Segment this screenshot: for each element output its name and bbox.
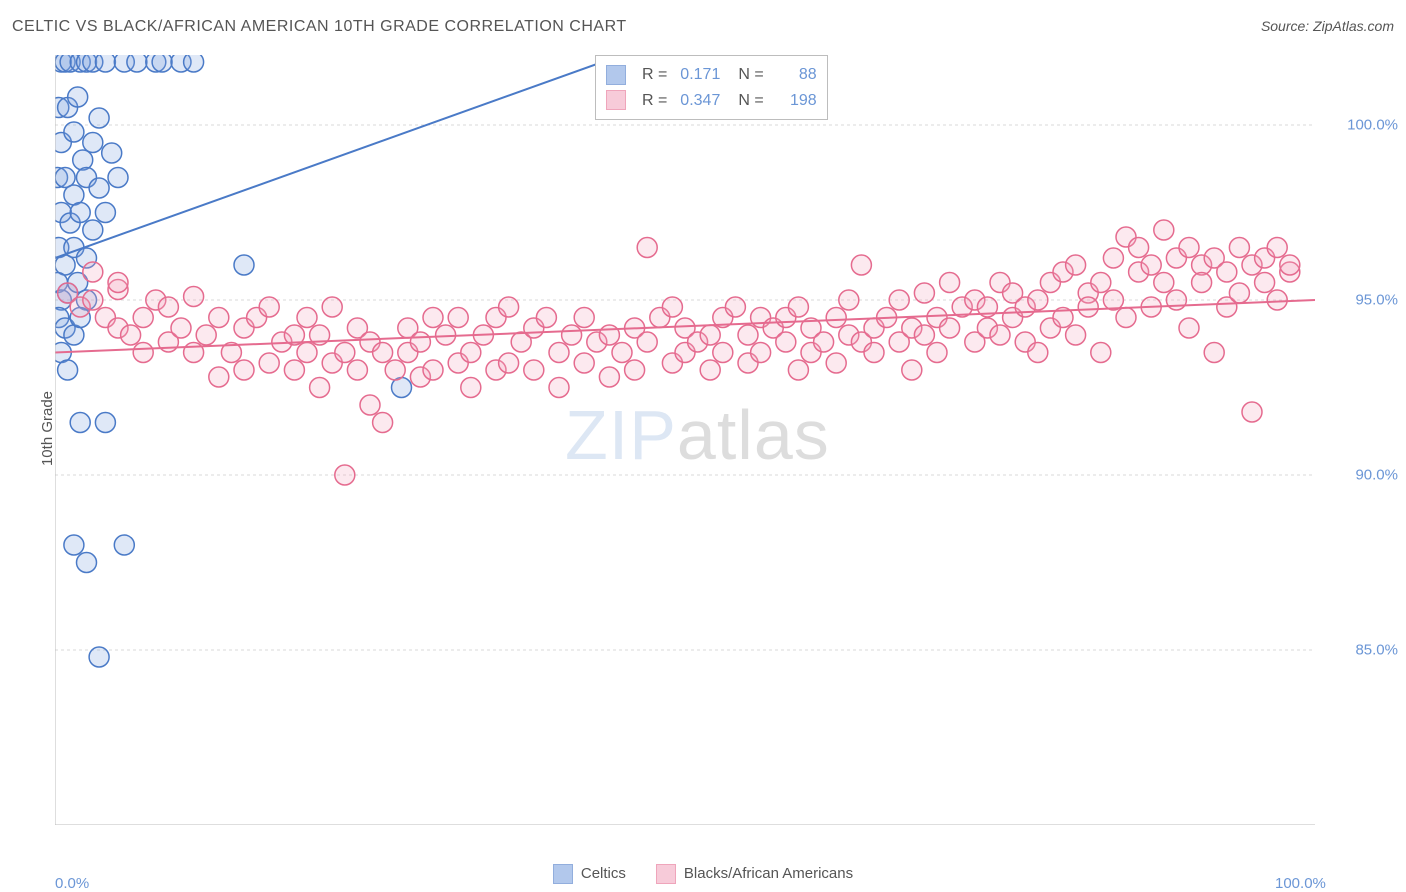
chart-title: CELTIC VS BLACK/AFRICAN AMERICAN 10TH GR… xyxy=(12,18,627,36)
stats-r-label: R = xyxy=(642,62,667,88)
legend-swatch xyxy=(656,864,676,884)
stats-row: R = 0.347 N = 198 xyxy=(606,88,817,114)
legend-swatch xyxy=(553,864,573,884)
legend-label: Celtics xyxy=(581,865,626,882)
legend-item: Celtics xyxy=(553,864,626,884)
stats-n-label: N = xyxy=(738,62,763,88)
stats-row: R = 0.171 N = 88 xyxy=(606,62,817,88)
stats-r-value: 0.171 xyxy=(675,62,720,88)
legend-label: Blacks/African Americans xyxy=(684,865,853,882)
source-attribution: Source: ZipAtlas.com xyxy=(1261,18,1394,34)
stats-n-label: N = xyxy=(738,88,763,114)
stats-r-value: 0.347 xyxy=(675,88,720,114)
scatter-chart-svg xyxy=(55,55,1315,825)
y-tick-label: 90.0% xyxy=(1355,467,1398,484)
stats-n-value: 198 xyxy=(772,88,817,114)
chart-container: CELTIC VS BLACK/AFRICAN AMERICAN 10TH GR… xyxy=(0,0,1406,892)
bottom-legend: Celtics Blacks/African Americans xyxy=(0,864,1406,884)
legend-item: Blacks/African Americans xyxy=(656,864,853,884)
y-tick-label: 85.0% xyxy=(1355,642,1398,659)
stats-legend-box: R = 0.171 N = 88 R = 0.347 N = 198 xyxy=(595,55,828,120)
stats-swatch xyxy=(606,90,626,110)
stats-r-label: R = xyxy=(642,88,667,114)
plot-area: ZIPatlas R =0.171N =88R =0.347N =198 xyxy=(55,55,1315,825)
y-axis-label: 10th Grade xyxy=(39,391,56,466)
stats-n-value: 88 xyxy=(772,62,817,88)
y-tick-label: 95.0% xyxy=(1355,292,1398,309)
stats-swatch xyxy=(606,65,626,85)
y-tick-label: 100.0% xyxy=(1347,117,1398,134)
chart-header: CELTIC VS BLACK/AFRICAN AMERICAN 10TH GR… xyxy=(12,18,1394,36)
